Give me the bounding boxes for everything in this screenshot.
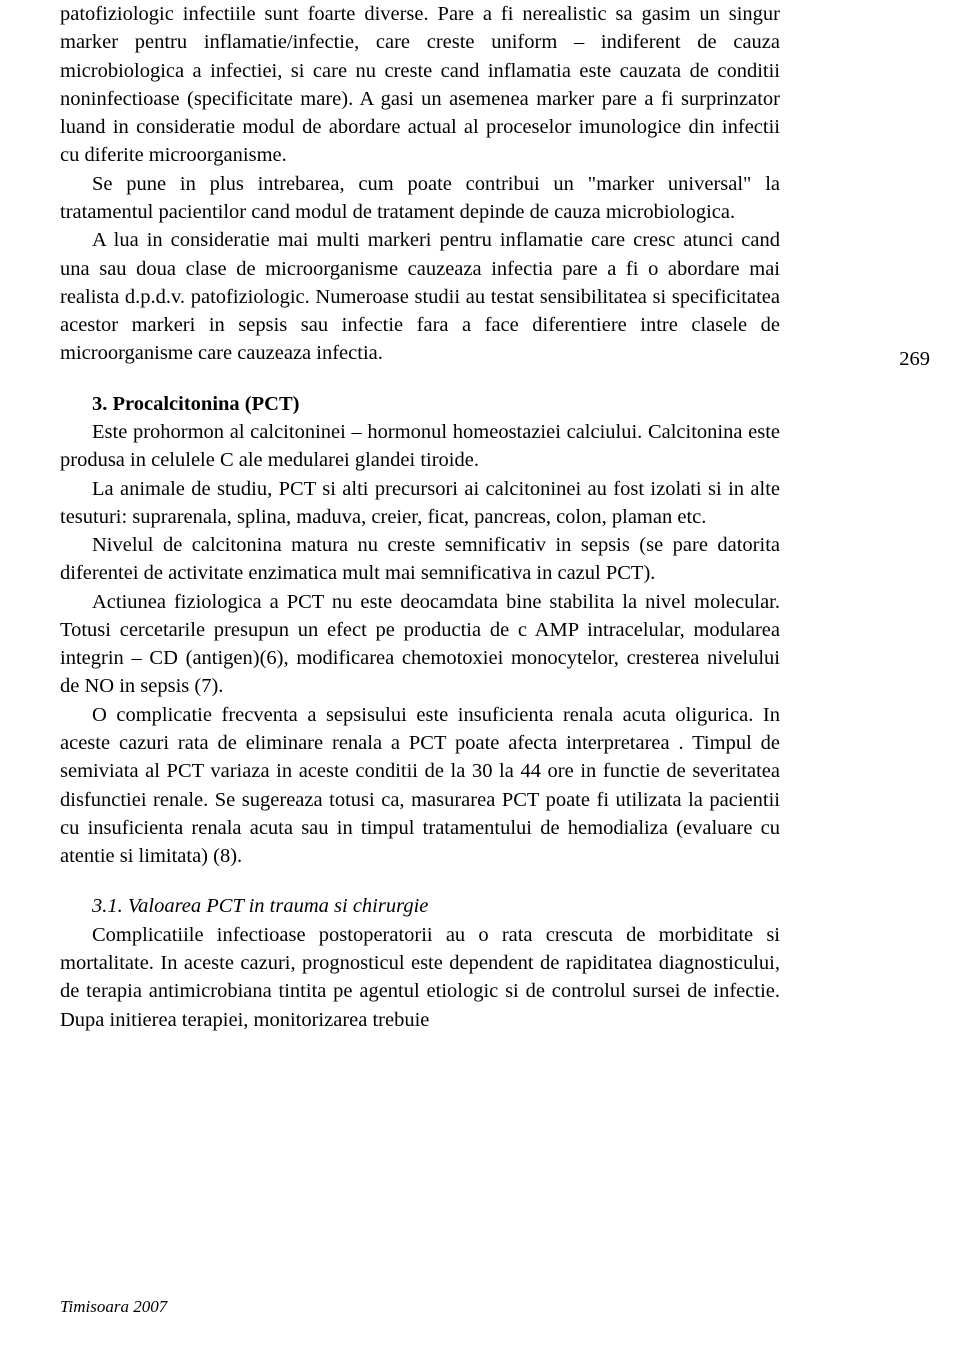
paragraph-4: Este prohormon al calcitoninei – hormonu…: [60, 418, 780, 475]
paragraph-7: Actiunea fiziologica a PCT nu este deoca…: [60, 588, 780, 701]
page-container: patofiziologic infectiile sunt foarte di…: [0, 0, 960, 1347]
sub-heading-3-1: 3.1. Valoarea PCT in trauma si chirurgie: [60, 892, 780, 920]
paragraph-5: La animale de studiu, PCT si alti precur…: [60, 475, 780, 532]
paragraph-3: A lua in consideratie mai multi markeri …: [60, 226, 780, 367]
page-number: 269: [899, 348, 930, 371]
footer-text: Timisoara 2007: [60, 1297, 167, 1317]
content-area: patofiziologic infectiile sunt foarte di…: [60, 0, 780, 1034]
paragraph-6: Nivelul de calcitonina matura nu creste …: [60, 531, 780, 588]
paragraph-1: patofiziologic infectiile sunt foarte di…: [60, 0, 780, 170]
paragraph-8: O complicatie frecventa a sepsisului est…: [60, 701, 780, 871]
paragraph-2: Se pune in plus intrebarea, cum poate co…: [60, 170, 780, 227]
section-heading-3: 3. Procalcitonina (PCT): [60, 390, 780, 418]
paragraph-9: Complicatiile infectioase postoperatorii…: [60, 921, 780, 1034]
